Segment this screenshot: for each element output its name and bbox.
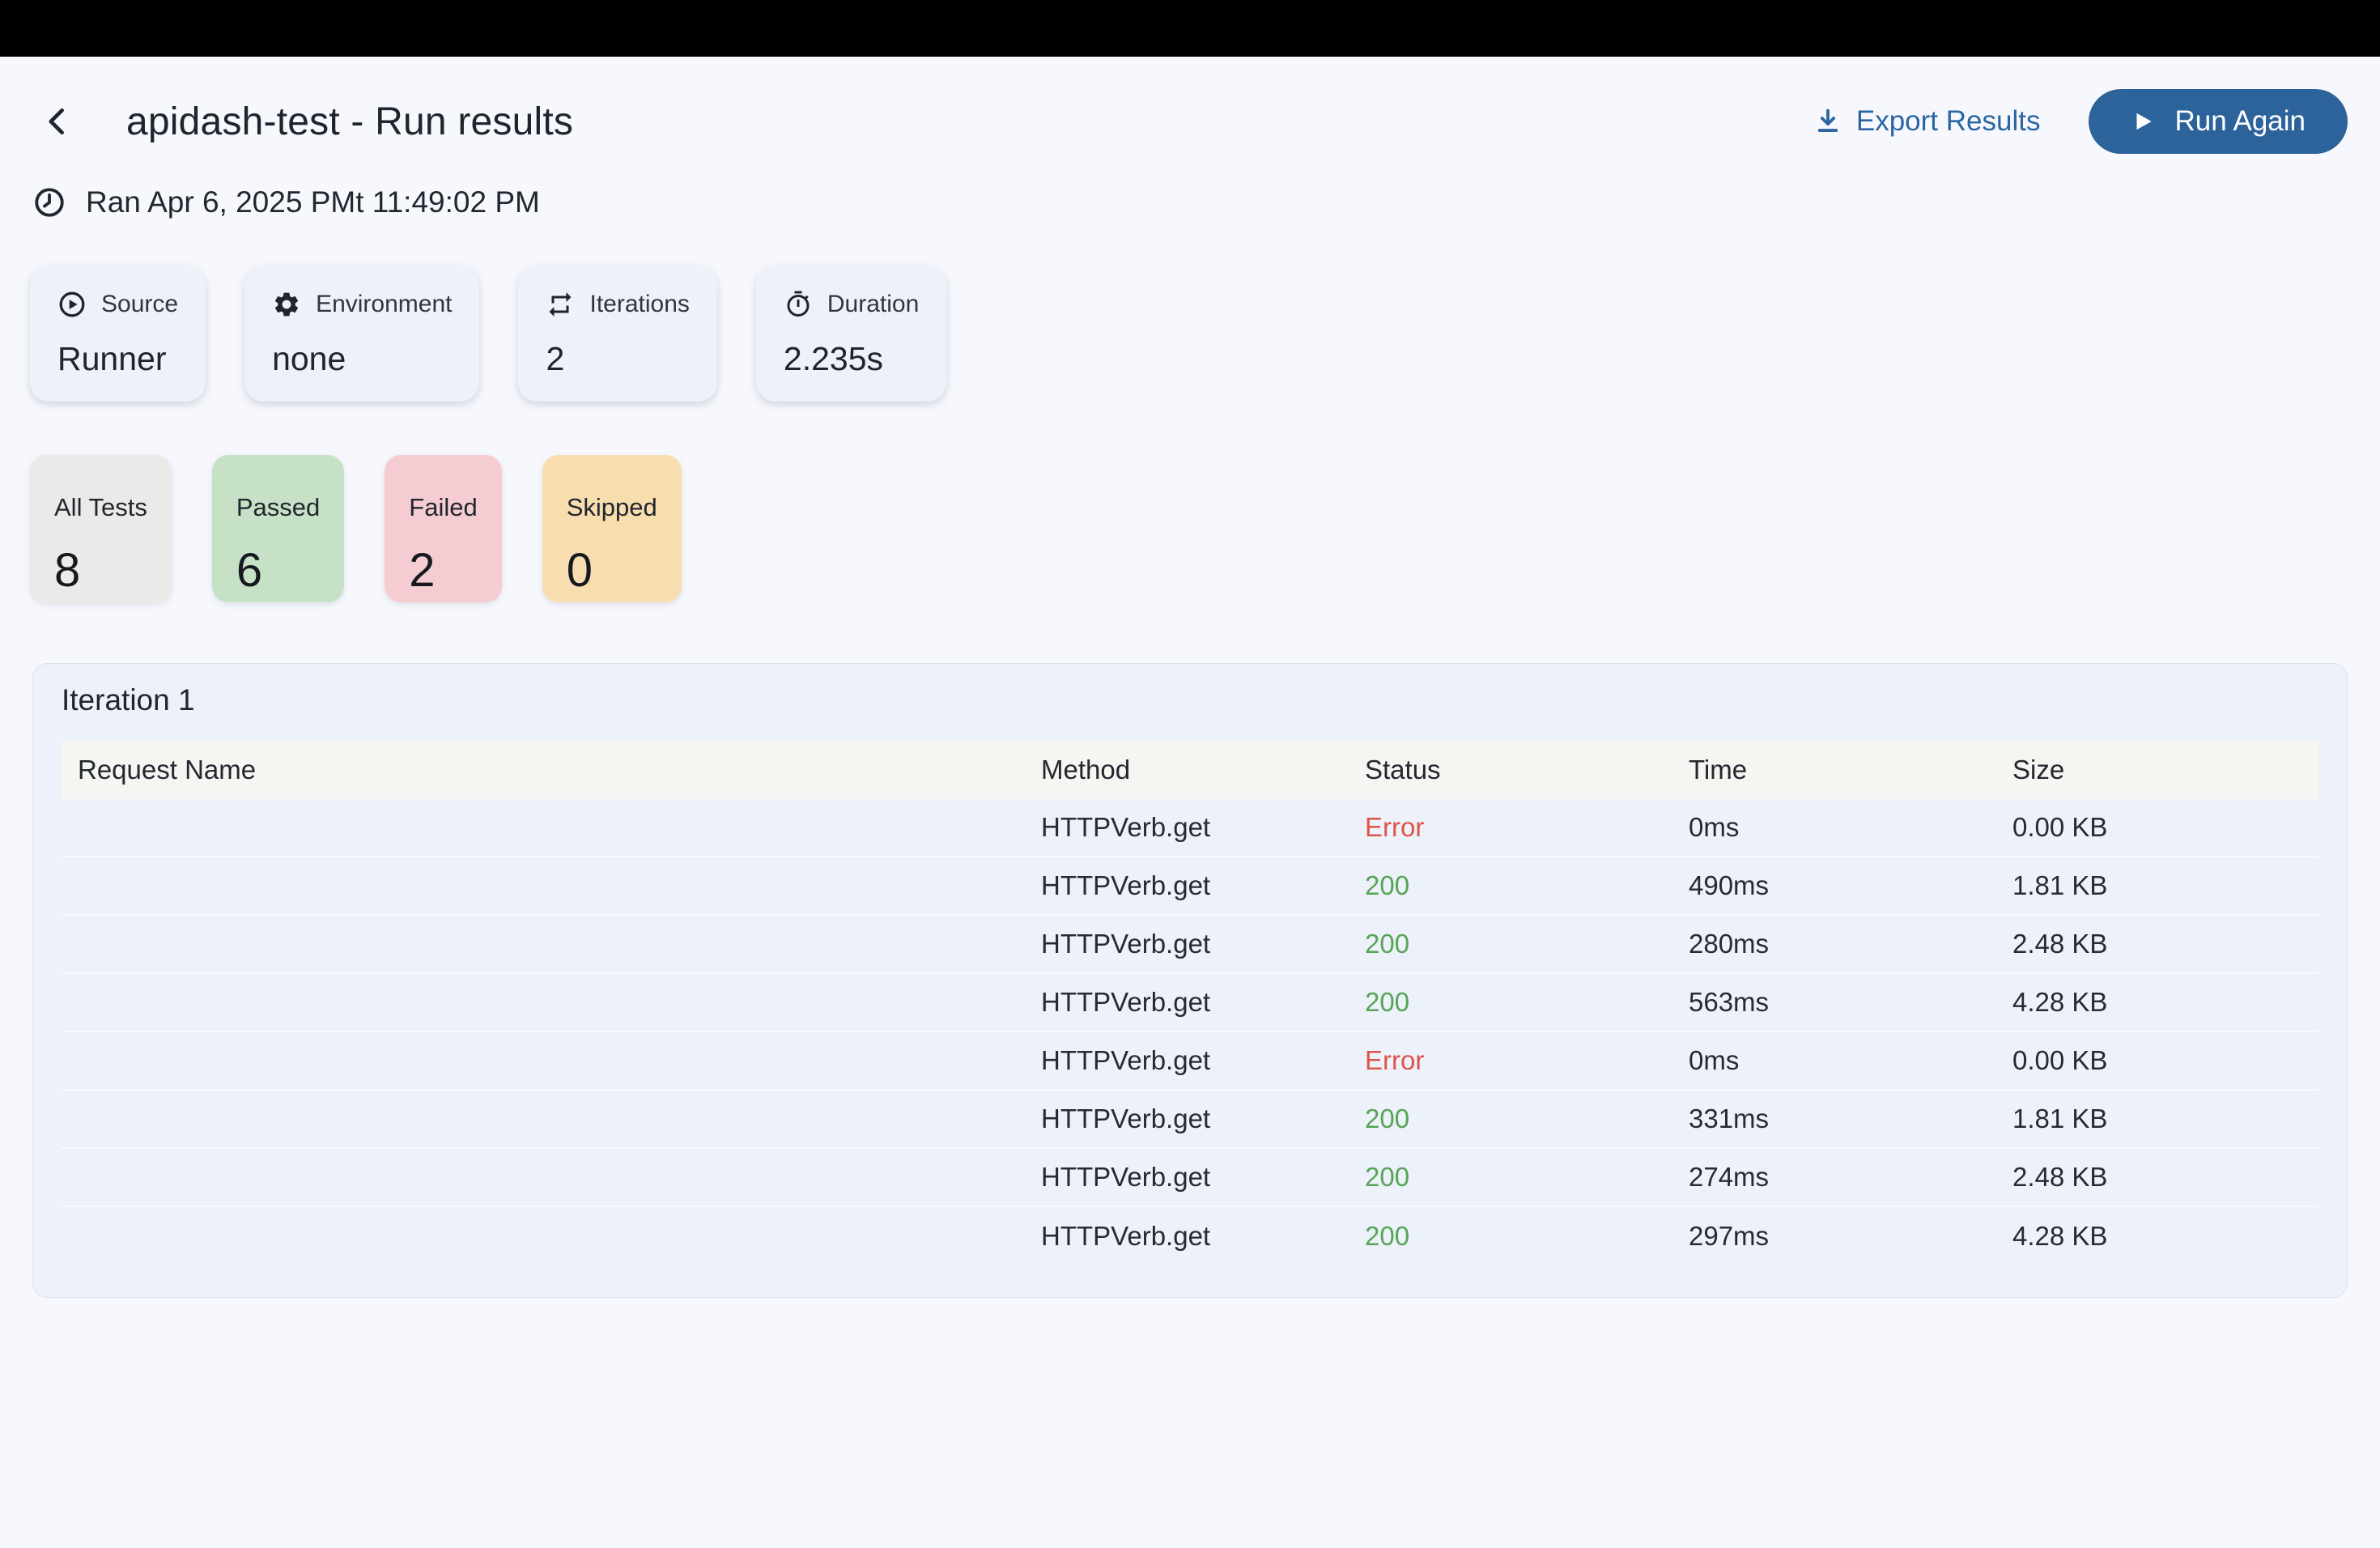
info-card-iterations: Iterations 2 <box>518 266 717 402</box>
summary-card-label: All Tests <box>54 492 147 521</box>
export-results-button[interactable]: Export Results <box>1813 105 2041 138</box>
table-header-row: Request Name Method Status Time Size <box>62 740 2318 799</box>
page-header: apidash-test - Run results Export Result… <box>0 57 2380 164</box>
time-cell: 490ms <box>1689 870 1770 900</box>
run-timestamp: Ran Apr 6, 2025 PMt 11:49:02 PM <box>86 185 540 219</box>
stopwatch-icon <box>784 290 813 319</box>
table-row: HTTPVerb.get Error 0ms 0.00 KB <box>62 1032 2318 1091</box>
status-cell: Error <box>1365 812 1425 842</box>
size-cell: 2.48 KB <box>2012 929 2108 959</box>
method-cell: HTTPVerb.get <box>1041 1104 1211 1133</box>
summary-card-value: 6 <box>236 543 263 597</box>
method-cell: HTTPVerb.get <box>1041 812 1211 842</box>
status-cell: 200 <box>1365 987 1410 1017</box>
method-cell: HTTPVerb.get <box>1041 1221 1211 1251</box>
play-circle-icon <box>57 290 87 319</box>
summary-card-all-tests[interactable]: All Tests 8 <box>30 455 172 602</box>
table-body: HTTPVerb.get Error 0ms 0.00 KB HTTPVerb.get 2… <box>62 799 2318 1265</box>
table-row: HTTPVerb.get 200 563ms 4.28 KB <box>62 974 2318 1032</box>
run-again-button[interactable]: Run Again <box>2089 89 2348 154</box>
page-title: apidash-test - Run results <box>126 100 574 143</box>
table-row: HTTPVerb.get 200 490ms 1.81 KB <box>62 857 2318 916</box>
size-cell: 4.28 KB <box>2012 1221 2108 1251</box>
info-card-label: Environment <box>316 291 453 317</box>
repeat-icon <box>546 290 575 319</box>
time-cell: 280ms <box>1689 929 1770 959</box>
table-row: HTTPVerb.get 200 280ms 2.48 KB <box>62 916 2318 974</box>
info-card-value: none <box>272 340 346 377</box>
info-card-environment: Environment none <box>244 266 480 402</box>
info-card-source: Source Runner <box>30 266 206 402</box>
table-row: HTTPVerb.get 200 297ms 4.28 KB <box>62 1207 2318 1265</box>
summary-card-label: Skipped <box>566 492 657 521</box>
time-cell: 297ms <box>1689 1221 1770 1251</box>
status-cell: 200 <box>1365 1162 1410 1192</box>
clock-icon <box>32 185 66 219</box>
column-header-method: Method <box>1041 754 1131 785</box>
info-card-label: Duration <box>827 291 920 317</box>
status-cell: 200 <box>1365 1104 1410 1133</box>
summary-card-label: Passed <box>236 492 321 521</box>
table-row: HTTPVerb.get 200 331ms 1.81 KB <box>62 1091 2318 1149</box>
summary-card-passed[interactable]: Passed 6 <box>211 455 345 602</box>
info-card-label: Source <box>101 291 179 317</box>
back-button[interactable] <box>32 96 84 147</box>
status-cell: 200 <box>1365 1221 1410 1251</box>
method-cell: HTTPVerb.get <box>1041 987 1211 1017</box>
info-card-duration: Duration 2.235s <box>755 266 947 402</box>
size-cell: 0.00 KB <box>2012 1045 2108 1075</box>
table-row: HTTPVerb.get Error 0ms 0.00 KB <box>62 799 2318 857</box>
size-cell: 1.81 KB <box>2012 1104 2108 1133</box>
status-cell: 200 <box>1365 870 1410 900</box>
column-header-size: Size <box>2012 754 2065 785</box>
table-row: HTTPVerb.get 200 274ms 2.48 KB <box>62 1149 2318 1207</box>
summary-card-value: 2 <box>409 543 436 597</box>
iteration-title: Iteration 1 <box>62 683 195 717</box>
test-summary-cards: All Tests 8 Passed 6 Failed 2 Skipped 0 <box>0 455 2380 602</box>
export-results-label: Export Results <box>1855 105 2041 137</box>
time-cell: 0ms <box>1689 1045 1740 1075</box>
top-black-bar <box>0 0 2380 57</box>
chevron-left-icon <box>40 104 76 139</box>
column-header-time: Time <box>1689 754 1748 785</box>
time-cell: 331ms <box>1689 1104 1770 1133</box>
summary-card-value: 8 <box>54 543 81 597</box>
size-cell: 2.48 KB <box>2012 1162 2108 1192</box>
time-cell: 274ms <box>1689 1162 1770 1192</box>
size-cell: 0.00 KB <box>2012 812 2108 842</box>
size-cell: 1.81 KB <box>2012 870 2108 900</box>
status-cell: Error <box>1365 1045 1425 1075</box>
status-cell: 200 <box>1365 929 1410 959</box>
method-cell: HTTPVerb.get <box>1041 870 1211 900</box>
time-cell: 0ms <box>1689 812 1740 842</box>
info-card-label: Iterations <box>589 291 690 317</box>
summary-card-skipped[interactable]: Skipped 0 <box>542 455 682 602</box>
info-card-value: 2 <box>546 340 565 377</box>
results-table: Request Name Method Status Time Size HTTPVer… <box>62 740 2318 1265</box>
info-card-value: Runner <box>57 340 167 377</box>
run-timestamp-row: Ran Apr 6, 2025 PMt 11:49:02 PM <box>0 181 2380 223</box>
gear-icon <box>272 290 301 319</box>
summary-card-label: Failed <box>409 492 478 521</box>
time-cell: 563ms <box>1689 987 1770 1017</box>
method-cell: HTTPVerb.get <box>1041 1045 1211 1075</box>
column-header-request-name: Request Name <box>78 754 257 785</box>
download-icon <box>1813 106 1843 137</box>
method-cell: HTTPVerb.get <box>1041 1162 1211 1192</box>
play-icon <box>2131 109 2155 134</box>
iteration-panel: Iteration 1 Request Name Method Status Time… <box>32 663 2348 1298</box>
summary-card-value: 0 <box>566 543 593 597</box>
run-info-cards: Source Runner Environment none Iterations 2 Du… <box>0 266 2380 402</box>
info-card-value: 2.235s <box>783 340 883 377</box>
run-again-label: Run Again <box>2174 105 2306 137</box>
method-cell: HTTPVerb.get <box>1041 929 1211 959</box>
size-cell: 4.28 KB <box>2012 987 2108 1017</box>
column-header-status: Status <box>1365 754 1441 785</box>
summary-card-failed[interactable]: Failed 2 <box>385 455 502 602</box>
